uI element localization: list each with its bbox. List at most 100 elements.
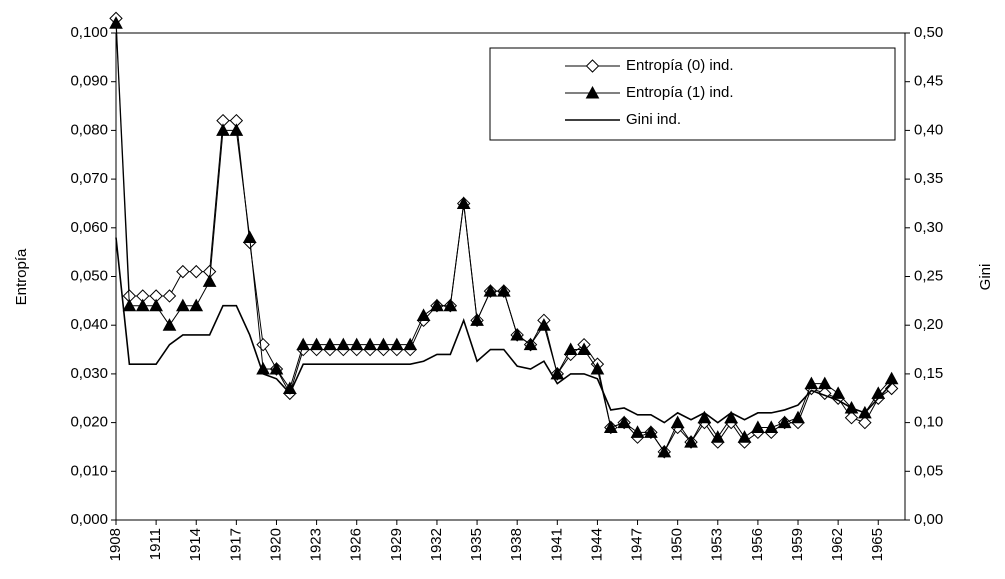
x-tick-label: 1956 (749, 528, 766, 561)
point (229, 123, 244, 136)
point (550, 366, 565, 380)
x-tick-label: 1959 (789, 528, 806, 561)
point (884, 381, 899, 396)
y2-tick-label: 0,40 (914, 121, 943, 138)
point (135, 298, 150, 312)
point (416, 308, 431, 321)
point (817, 376, 832, 390)
point (309, 337, 324, 351)
y2-tick-label: 0,00 (914, 511, 943, 528)
point (336, 337, 351, 351)
y-axis-label: Entropía (13, 248, 30, 305)
x-tick-label: 1917 (227, 528, 244, 561)
point (202, 274, 217, 287)
point (764, 420, 779, 433)
y-tick-label: 0,080 (70, 121, 108, 138)
legend-marker (585, 85, 600, 99)
y-tick-label: 0,030 (70, 365, 108, 382)
point (537, 318, 551, 331)
y-tick-label: 0,070 (70, 170, 108, 187)
y2-tick-label: 0,50 (914, 24, 943, 41)
point (456, 196, 471, 209)
y-tick-label: 0,010 (70, 462, 108, 479)
point (630, 425, 645, 438)
x-tick-label: 1923 (308, 528, 325, 561)
x-tick-label: 1914 (187, 528, 204, 561)
point (496, 284, 511, 297)
x-tick-label: 1953 (709, 528, 726, 561)
point (737, 430, 752, 443)
y2-tick-label: 0,15 (914, 365, 943, 382)
point (189, 298, 204, 312)
legend-label: Entropía (0) ind. (626, 57, 734, 74)
y-tick-label: 0,050 (70, 267, 108, 284)
y-tick-label: 0,040 (70, 316, 108, 333)
x-tick-label: 1962 (829, 528, 846, 561)
point (443, 298, 458, 312)
point (644, 425, 658, 438)
point (389, 337, 404, 351)
point (617, 415, 632, 429)
point (403, 337, 418, 351)
point (777, 415, 792, 429)
y-tick-label: 0,020 (70, 414, 108, 431)
point (176, 264, 190, 279)
point (724, 410, 738, 424)
point (523, 337, 538, 351)
point (804, 376, 819, 390)
y2-axis-label: Gini (977, 264, 994, 291)
point (577, 342, 591, 356)
point (323, 337, 337, 351)
point (122, 298, 137, 312)
x-tick-label: 1911 (147, 528, 164, 560)
y2-tick-label: 0,45 (914, 73, 943, 90)
legend-box (489, 47, 896, 141)
y2-tick-label: 0,20 (914, 316, 943, 333)
x-tick-label: 1944 (588, 528, 605, 561)
point (590, 361, 605, 375)
x-tick-label: 1935 (468, 528, 485, 561)
point (256, 337, 270, 352)
y2-tick-label: 0,25 (914, 267, 943, 284)
point (657, 444, 672, 458)
y2-tick-label: 0,35 (914, 170, 943, 187)
point (684, 435, 698, 448)
point (269, 361, 284, 375)
x-tick-label: 1950 (669, 528, 686, 561)
x-tick-label: 1929 (388, 528, 405, 561)
y-tick-label: 0,100 (70, 24, 108, 41)
x-tick-label: 1932 (428, 528, 445, 561)
point (470, 313, 484, 326)
point (697, 410, 712, 424)
x-tick-label: 1920 (267, 528, 284, 561)
legend-label: Gini ind. (626, 111, 681, 128)
point (818, 386, 832, 401)
x-tick-label: 1908 (107, 528, 124, 561)
y-tick-label: 0,000 (70, 511, 108, 528)
point (162, 318, 177, 331)
x-tick-label: 1926 (348, 528, 365, 561)
point (430, 298, 444, 312)
point (162, 289, 177, 303)
point (109, 16, 123, 29)
point (603, 420, 618, 433)
point (510, 327, 525, 341)
point (670, 415, 685, 429)
point (844, 411, 859, 425)
point (563, 342, 578, 356)
y-tick-label: 0,090 (70, 73, 108, 90)
point (751, 420, 765, 433)
point (242, 230, 257, 244)
point (884, 371, 899, 385)
y-tick-label: 0,060 (70, 219, 108, 236)
point (363, 337, 377, 351)
point (349, 337, 364, 351)
point (791, 410, 805, 424)
y2-tick-label: 0,30 (914, 219, 943, 236)
y2-tick-label: 0,05 (914, 462, 943, 479)
point (149, 298, 163, 312)
legend-marker (585, 59, 600, 73)
point (483, 284, 498, 297)
point (216, 123, 230, 136)
